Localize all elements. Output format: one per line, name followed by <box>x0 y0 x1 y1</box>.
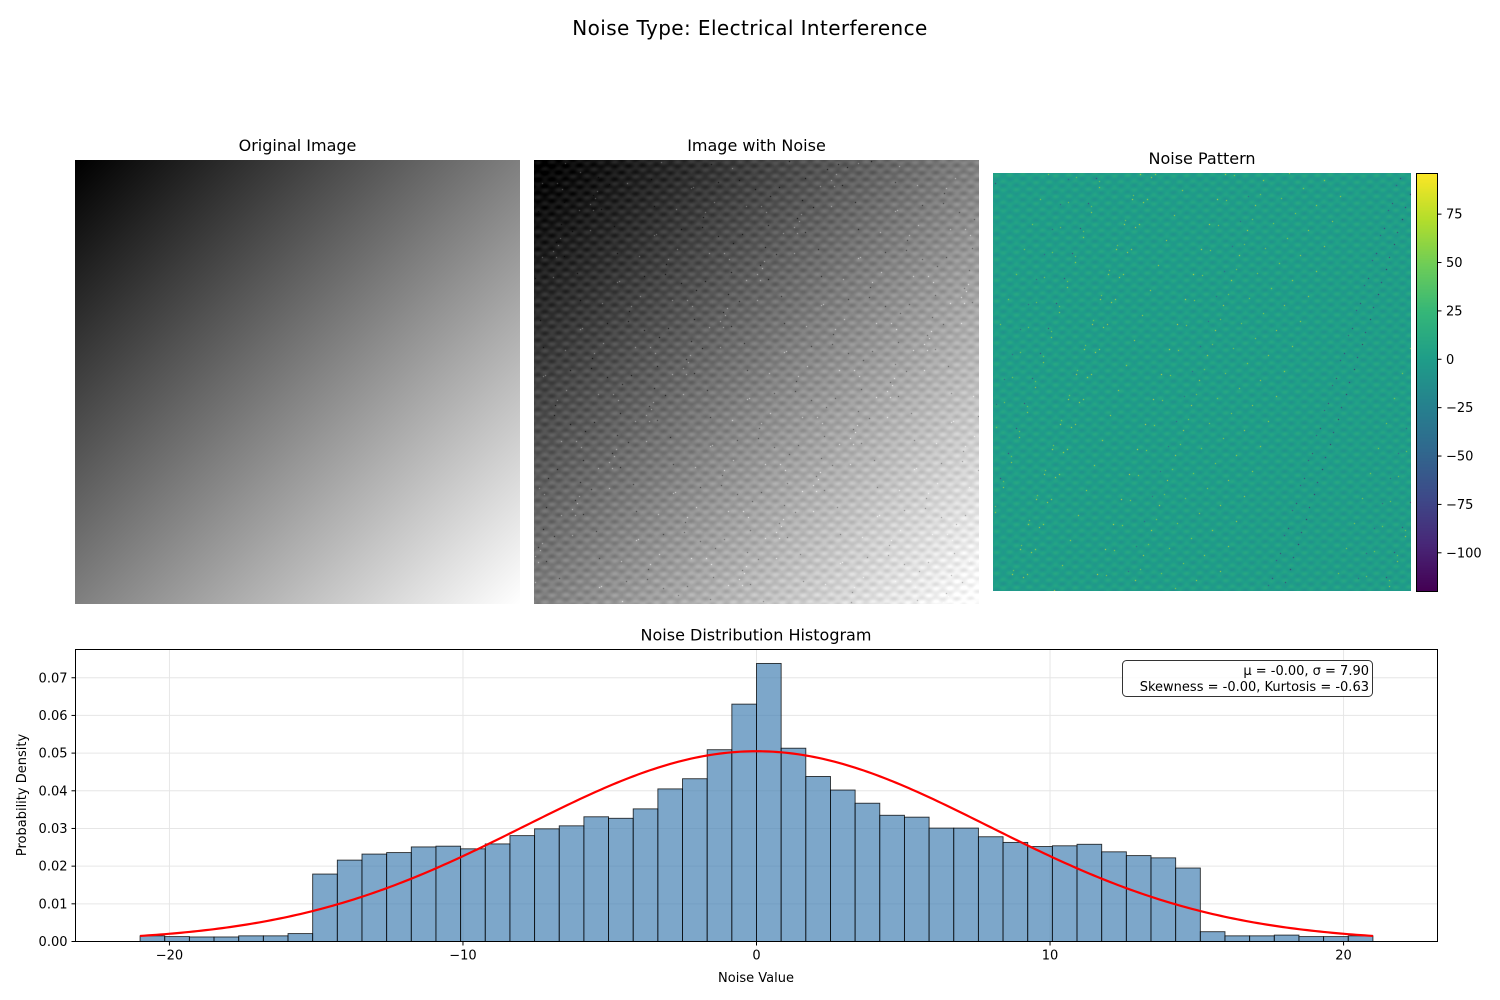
histogram-bar <box>1273 934 1300 942</box>
x-tick-label: 0 <box>752 949 760 964</box>
y-tick-label: 0.04 <box>39 784 68 799</box>
x-tick-label: −10 <box>449 949 476 964</box>
colorbar-axis: 75 50 25 0 −25 −50 −75 −100 <box>1416 173 1482 592</box>
histogram-bar <box>1249 935 1275 942</box>
y-tick-label: 0.07 <box>39 671 68 686</box>
histogram-title: Noise Distribution Histogram <box>641 626 872 645</box>
histogram-bar <box>460 848 486 942</box>
histogram-bar <box>756 662 782 942</box>
histogram-bar <box>780 747 807 942</box>
histogram-bar <box>361 853 388 942</box>
histogram-bar <box>608 817 634 942</box>
colorbar-tick-label: 50 <box>1446 256 1463 271</box>
histogram-bar <box>830 789 856 942</box>
histogram-bar <box>188 936 215 942</box>
histogram-bar <box>1101 851 1127 942</box>
histogram-bar <box>238 935 264 942</box>
colorbar-tick-label: 75 <box>1446 208 1463 223</box>
stats-line-skew-kurtosis: Skewness = -0.00, Kurtosis = -0.63 <box>1140 680 1369 695</box>
y-tick-label: 0.05 <box>39 747 68 762</box>
histogram-bar <box>1323 936 1349 942</box>
histogram-bar <box>484 843 511 942</box>
original-image-title: Original Image <box>238 136 357 155</box>
histogram-bar <box>657 788 683 942</box>
histogram-bar <box>262 935 289 942</box>
histogram-bar <box>435 845 462 942</box>
histogram-bar <box>977 836 1004 942</box>
stats-box-frame <box>1122 660 1373 697</box>
colorbar-tick-label: −50 <box>1446 450 1473 465</box>
colorbar-frame <box>1416 173 1438 592</box>
colorbar-tick-label: −100 <box>1446 546 1482 561</box>
original-image <box>75 160 520 604</box>
stats-annotation-box: μ = -0.00, σ = 7.90 Skewness = -0.00, Ku… <box>1122 660 1373 697</box>
histogram-bar <box>953 827 979 942</box>
colorbar-tick-label: −25 <box>1446 401 1473 416</box>
colorbar-ticks: 75 50 25 0 −25 −50 −75 −100 <box>1437 208 1482 561</box>
x-tick-label: 10 <box>1042 949 1059 964</box>
histogram-bar <box>682 778 708 942</box>
y-tick-label: 0.00 <box>39 935 68 950</box>
y-tick-label: 0.03 <box>39 822 68 837</box>
histogram-bar <box>731 703 757 942</box>
histogram-bar <box>706 749 733 942</box>
colorbar-tick-label: −75 <box>1446 498 1473 513</box>
colorbar-tick-label: 0 <box>1446 353 1454 368</box>
histogram-bar <box>1125 855 1152 942</box>
histogram-bar <box>410 846 437 942</box>
y-tick-label: 0.06 <box>39 709 68 724</box>
histogram-bar <box>1027 846 1053 942</box>
colorbar <box>1416 173 1437 591</box>
noise-pattern-image <box>993 173 1411 591</box>
histogram-bar <box>1076 843 1103 942</box>
x-axis-label: Noise Value <box>718 971 794 986</box>
histogram-bar <box>903 816 930 942</box>
histogram-bar <box>632 808 659 942</box>
histogram-bar <box>583 816 610 942</box>
y-tick-label: 0.02 <box>39 860 68 875</box>
histogram-bar <box>1002 841 1029 942</box>
histogram-bar <box>386 852 412 942</box>
noisy-image <box>534 160 979 604</box>
histogram-bar <box>879 814 905 942</box>
x-tick-label: −20 <box>156 949 183 964</box>
stats-line-mean-sigma: μ = -0.00, σ = 7.90 <box>1243 664 1369 679</box>
histogram-bar <box>213 936 240 942</box>
x-axis-ticks: −20 −10 0 10 20 <box>156 941 1352 964</box>
histogram-bar <box>558 825 585 942</box>
x-tick-label: 20 <box>1335 949 1352 964</box>
noisy-image-title: Image with Noise <box>687 136 826 155</box>
normal-fit-curve <box>140 750 1373 938</box>
histogram-bar <box>928 827 955 942</box>
y-axis-ticks: 0.00 0.01 0.02 0.03 0.04 0.05 0.06 0.07 <box>39 671 76 950</box>
figure-title: Noise Type: Electrical Interference <box>572 16 928 40</box>
colorbar-tick-label: 25 <box>1446 304 1463 319</box>
histogram-bar <box>287 933 314 942</box>
y-axis-label: Probability Density <box>15 734 30 857</box>
histogram-bars <box>139 662 1374 942</box>
histogram-bar <box>1199 931 1226 942</box>
histogram-bar <box>854 802 881 942</box>
histogram-bar <box>805 776 831 942</box>
histogram-chart: Noise Distribution Histogram −20 −10 0 10 20… <box>15 626 1438 986</box>
histogram-bar <box>1224 935 1251 942</box>
histogram-bar <box>534 828 560 942</box>
histogram-bar <box>1298 936 1325 942</box>
histogram-bar <box>509 835 536 942</box>
noise-pattern-title: Noise Pattern <box>1148 149 1256 168</box>
histogram-bar <box>164 936 190 942</box>
y-tick-label: 0.01 <box>39 897 68 912</box>
histogram-bar <box>1051 845 1078 942</box>
